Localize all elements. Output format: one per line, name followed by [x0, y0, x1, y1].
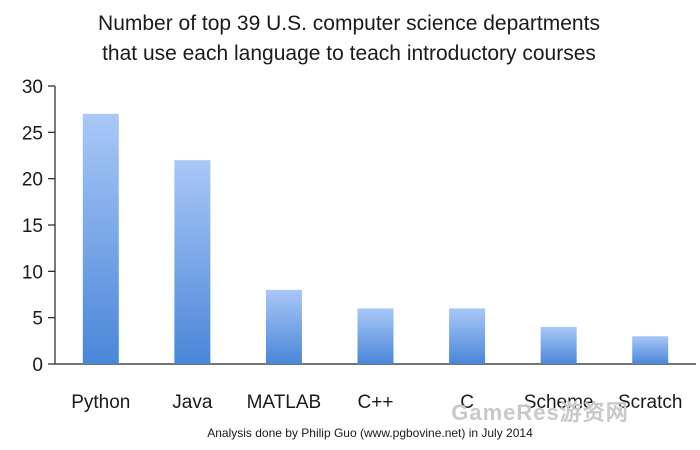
- x-category-label: C: [460, 392, 474, 413]
- y-tick-label: 15: [22, 216, 43, 237]
- bar-matlab: [265, 289, 302, 364]
- bar-scratch: [632, 336, 669, 364]
- bar-scheme: [540, 326, 577, 364]
- x-axis-labels: Python Java MATLAB C++ C Scheme Scratch: [71, 392, 682, 413]
- chart-title-line-2: that use each language to teach introduc…: [102, 42, 596, 65]
- watermark-text: GameRes游资网: [451, 400, 629, 425]
- x-category-label: C++: [358, 392, 394, 413]
- x-category-label: MATLAB: [247, 392, 322, 413]
- y-axis-ticks: 0 5 10 15 20 25 30: [22, 77, 55, 376]
- bar-cp: [357, 308, 394, 364]
- credit-text: Analysis done by Philip Guo (www.pgbovin…: [207, 426, 533, 440]
- bar-python: [82, 113, 119, 364]
- y-tick-label: 5: [32, 309, 43, 330]
- x-category-label: Scheme: [524, 392, 594, 413]
- y-tick-label: 0: [32, 355, 43, 376]
- x-category-label: Java: [172, 392, 213, 413]
- y-tick-label: 10: [22, 262, 43, 283]
- bar-c: [449, 308, 486, 364]
- y-tick-label: 20: [22, 170, 43, 191]
- chart-title-line-1: Number of top 39 U.S. computer science d…: [98, 12, 600, 35]
- y-tick-label: 30: [22, 77, 43, 98]
- y-tick-label: 25: [22, 123, 43, 144]
- bar-java: [174, 160, 211, 364]
- x-category-label: Python: [71, 392, 130, 413]
- bar-series: [82, 113, 669, 364]
- x-category-label: Scratch: [618, 392, 682, 413]
